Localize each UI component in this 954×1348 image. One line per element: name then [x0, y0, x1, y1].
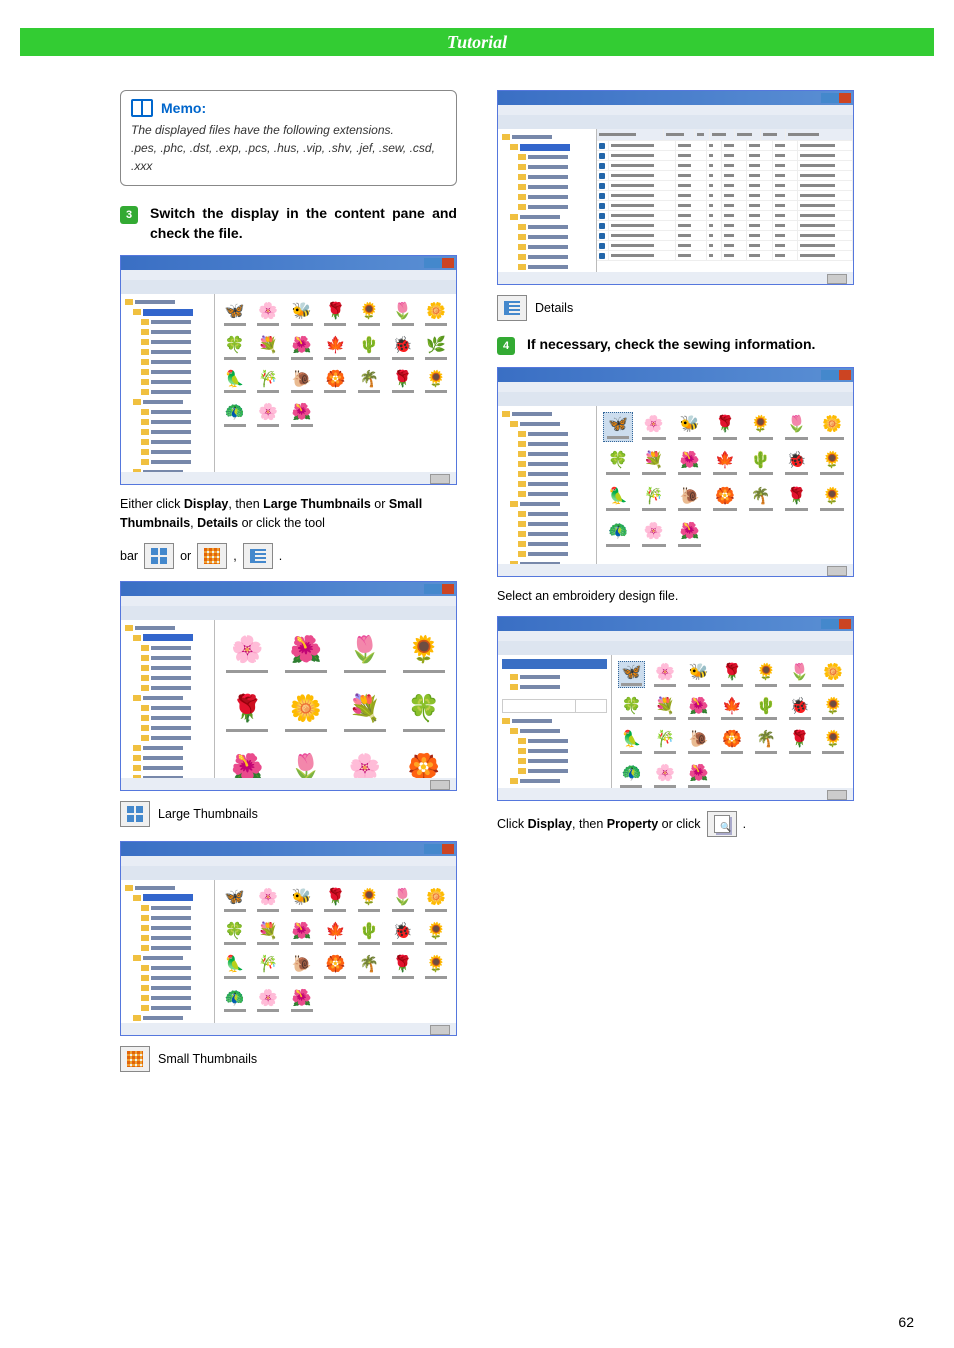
memo-box: Memo: The displayed files have the follo…: [120, 90, 457, 186]
right-column: Details 4 If necessary, check the sewing…: [477, 90, 954, 1348]
screenshot-details: [497, 90, 854, 285]
bar-word: bar: [120, 549, 138, 563]
screenshot-small-thumbs: 🦋 🌸 🐝 🌹 🌻 🌷 🌼 🍀 💐 🌺 🍁 🌵 🐞 🌻: [120, 841, 457, 1036]
screenshot-step3: 🦋 🌸 🐝 🌹 🌻 🌷 🌼 🍀 💐 🌺 🍁 🌵 🐞 🌿: [120, 255, 457, 485]
book-icon: [131, 99, 153, 117]
ss-statusbar: [121, 472, 456, 484]
screenshot-large-thumbs: 🌸 🌺 🌷 🌻 🌹 🌼 💐 🍀 🌺 🌷 🌸 🏵️: [120, 581, 457, 791]
memo-label: Memo:: [161, 100, 206, 116]
step-badge-4: 4: [497, 337, 515, 355]
small-thumbnails-icon[interactable]: [197, 543, 227, 569]
step-3-text: Switch the display in the content pane a…: [150, 204, 457, 243]
small-thumbnails-icon: [120, 1046, 150, 1072]
header-bar: Tutorial: [20, 28, 934, 56]
large-thumbnails-label-row: Large Thumbnails: [120, 801, 457, 827]
details-label-row: Details: [497, 295, 854, 321]
page-title: Tutorial: [447, 32, 507, 53]
memo-header: Memo:: [131, 99, 446, 117]
step4-click-line: Click Display, then Property or click .: [497, 811, 854, 837]
ss-menubar: [121, 270, 456, 280]
ss-content-pane: 🦋 🌸 🐝 🌹 🌻 🌷 🌼 🍀 💐 🌺 🍁 🌵 🐞 🌿: [215, 294, 456, 472]
step-badge-3: 3: [120, 206, 138, 224]
thumbnail-grid: 🦋 🌸 🐝 🌹 🌻 🌷 🌼 🍀 💐 🌺 🍁 🌵 🐞 🌿: [221, 300, 450, 428]
click-prefix: Click Display, then Property or click: [497, 817, 701, 831]
small-thumbnails-label-row: Small Thumbnails: [120, 1046, 457, 1072]
ss-tree-pane: [121, 294, 215, 472]
large-thumbnails-icon[interactable]: [144, 543, 174, 569]
step-4-header: 4 If necessary, check the sewing informa…: [497, 335, 854, 355]
click-period: .: [743, 817, 746, 831]
small-thumbnails-label: Small Thumbnails: [158, 1052, 257, 1066]
step3-description: Either click Display, then Large Thumbna…: [120, 495, 457, 533]
ss-body: 🦋 🌸 🐝 🌹 🌻 🌷 🌼 🍀 💐 🌺 🍁 🌵 🐞 🌿: [121, 294, 456, 472]
toolbar-line: bar or , .: [120, 543, 457, 569]
or-word: or: [180, 549, 191, 563]
memo-text-2: .pes, .phc, .dst, .exp, .pcs, .hus, .vip…: [131, 139, 446, 175]
comma: ,: [233, 549, 236, 563]
page-number: 62: [898, 1314, 914, 1330]
details-label: Details: [535, 301, 573, 315]
screenshot-step4b: 🦋 🌸 🐝 🌹 🌻 🌷 🌼 🍀 💐 🌺 🍁 🌵 🐞 🌻: [497, 616, 854, 801]
screenshot-step4a: 🦋 🌸 🐝 🌹 🌻 🌷 🌼 🍀 💐 🌺 🍁 🌵 🐞 🌻: [497, 367, 854, 577]
details-view-icon: [497, 295, 527, 321]
content-area: Memo: The displayed files have the follo…: [0, 90, 954, 1348]
ss-toolbar: [121, 280, 456, 294]
step-3-header: 3 Switch the display in the content pane…: [120, 204, 457, 243]
left-column: Memo: The displayed files have the follo…: [0, 90, 477, 1348]
property-icon[interactable]: [707, 811, 737, 837]
large-thumbnails-label: Large Thumbnails: [158, 807, 258, 821]
memo-text-1: The displayed files have the following e…: [131, 121, 446, 139]
ss-titlebar: [121, 256, 456, 270]
large-thumbnails-icon: [120, 801, 150, 827]
period: .: [279, 549, 282, 563]
step-4-text: If necessary, check the sewing informati…: [527, 335, 815, 355]
details-view-icon[interactable]: [243, 543, 273, 569]
step4-select-text: Select an embroidery design file.: [497, 587, 854, 606]
